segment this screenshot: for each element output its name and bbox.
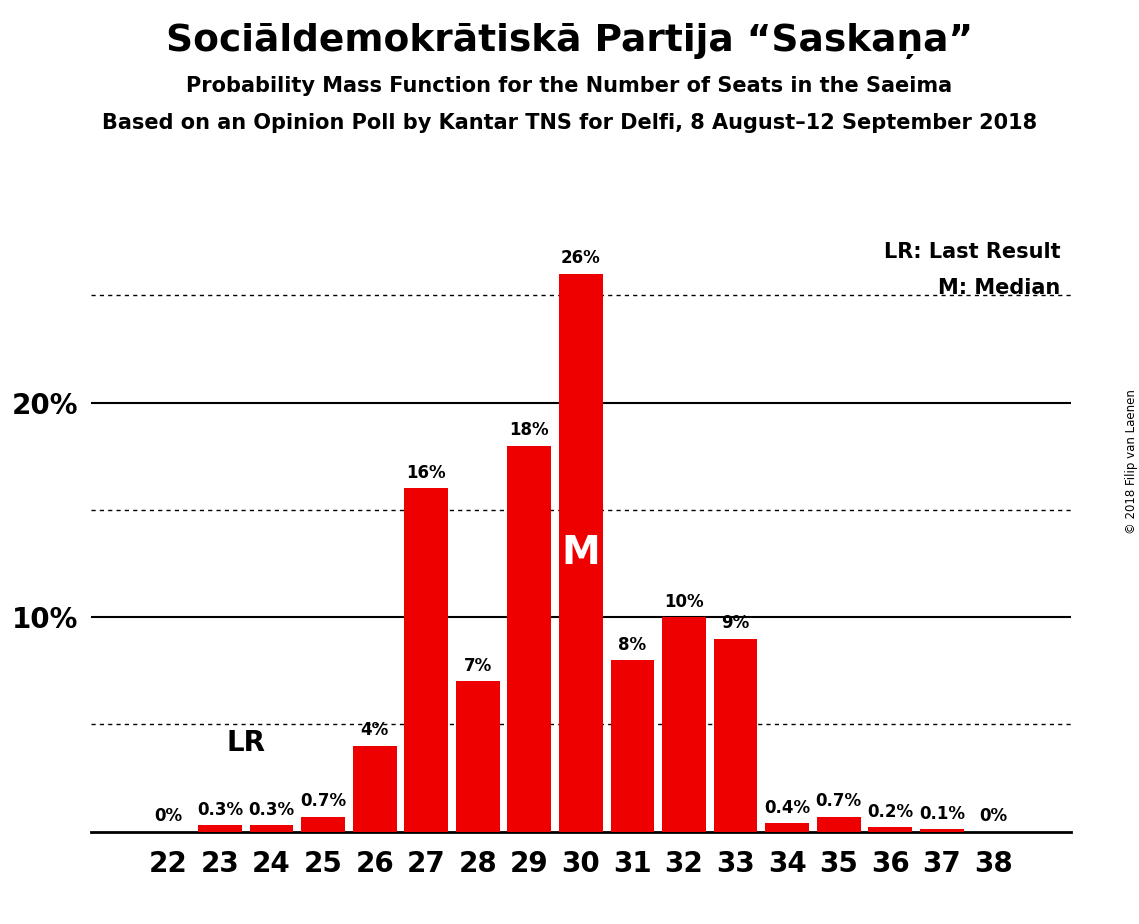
Bar [611, 660, 654, 832]
Text: 7%: 7% [464, 657, 492, 675]
Text: 0.1%: 0.1% [919, 805, 965, 823]
Bar [301, 817, 345, 832]
Bar [404, 489, 448, 832]
Text: 0.4%: 0.4% [764, 798, 810, 817]
Text: M: M [562, 534, 600, 572]
Bar [559, 274, 603, 832]
Bar [662, 617, 706, 832]
Text: 9%: 9% [721, 614, 749, 632]
Bar [868, 827, 912, 832]
Text: 18%: 18% [509, 421, 549, 439]
Text: Probability Mass Function for the Number of Seats in the Saeima: Probability Mass Function for the Number… [187, 76, 952, 96]
Bar [714, 638, 757, 832]
Text: 0.2%: 0.2% [867, 803, 913, 821]
Text: 16%: 16% [407, 464, 446, 482]
Bar [353, 746, 396, 832]
Bar [249, 825, 294, 832]
Text: M: Median: M: Median [939, 278, 1060, 298]
Text: LR: LR [227, 728, 265, 757]
Bar [456, 682, 500, 832]
Text: © 2018 Filip van Laenen: © 2018 Filip van Laenen [1124, 390, 1138, 534]
Bar [507, 445, 551, 832]
Text: 0.7%: 0.7% [816, 792, 862, 810]
Text: 0.3%: 0.3% [248, 801, 295, 819]
Text: Sociāldemokrātiskā Partija “Saskaņa”: Sociāldemokrātiskā Partija “Saskaņa” [166, 23, 973, 59]
Text: 8%: 8% [618, 636, 647, 653]
Bar [198, 825, 241, 832]
Text: 10%: 10% [664, 592, 704, 611]
Text: 4%: 4% [361, 722, 388, 739]
Bar [920, 830, 964, 832]
Text: LR: Last Result: LR: Last Result [884, 242, 1060, 261]
Text: 0.3%: 0.3% [197, 801, 243, 819]
Text: 0%: 0% [980, 808, 1007, 825]
Text: 26%: 26% [562, 249, 600, 267]
Bar [765, 823, 809, 832]
Text: 0.7%: 0.7% [300, 792, 346, 810]
Text: 0%: 0% [155, 808, 182, 825]
Text: Based on an Opinion Poll by Kantar TNS for Delfi, 8 August–12 September 2018: Based on an Opinion Poll by Kantar TNS f… [101, 113, 1038, 133]
Bar [817, 817, 861, 832]
